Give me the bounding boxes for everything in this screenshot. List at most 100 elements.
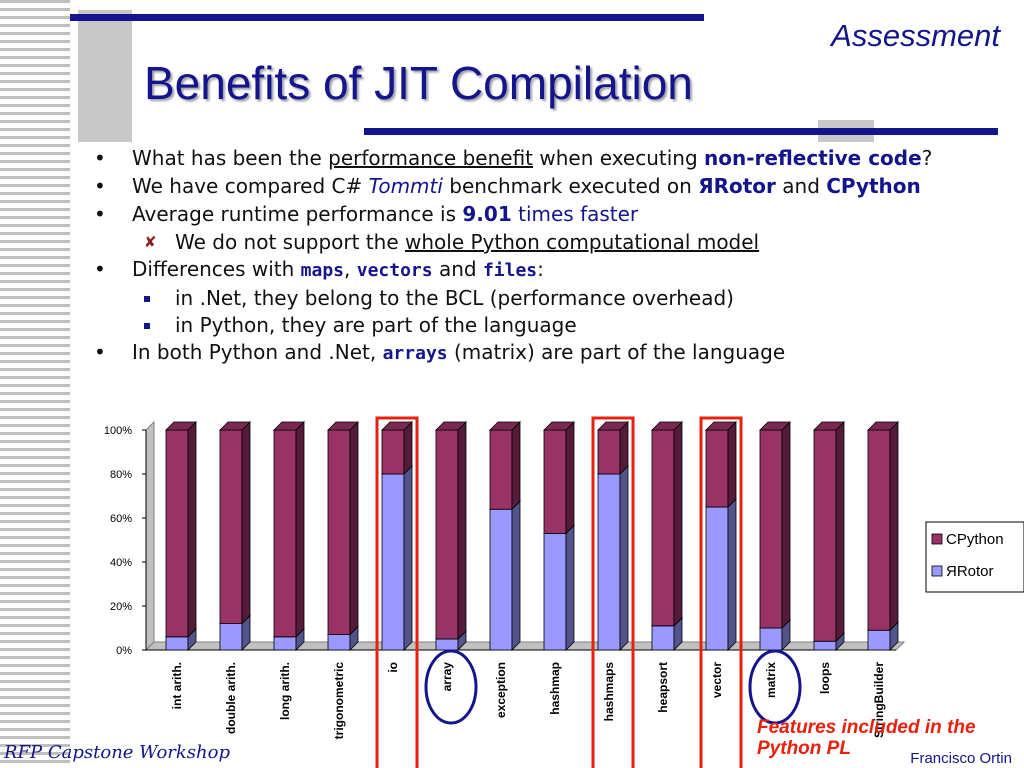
y-tick-label: 100% (104, 425, 132, 437)
square-bullet-icon (144, 296, 150, 302)
bullet-text: In both Python and .Net, (132, 340, 383, 364)
bar-cpython-side (727, 421, 737, 508)
bullet-text: when executing (533, 146, 705, 170)
bar-cpython-side (295, 421, 305, 638)
bullet-text: in .Net, they belong to the BCL (perform… (175, 286, 734, 310)
bar-rotor (813, 640, 837, 651)
chart-floor (144, 641, 906, 651)
legend-label: ЯRotor (946, 563, 994, 580)
slide-title: Benefits of JIT Compilation (144, 57, 693, 109)
bar-cpython-side (619, 421, 629, 475)
bar-rotor (597, 473, 621, 651)
bar-cpython-top (759, 421, 791, 431)
bullet-arrays: • In both Python and .Net, arrays (matri… (92, 340, 992, 366)
legend-label: CPython (946, 531, 1004, 548)
bar-cpython-side (781, 421, 791, 629)
bar-cpython (813, 429, 837, 642)
bullet-text: benchmark executed on (442, 174, 699, 198)
bullet-underlined-text: performance benefit (328, 146, 534, 170)
bar-cpython (219, 429, 243, 625)
features-annotation: Features included in the Python PL (757, 717, 976, 759)
bar-cpython-side (889, 421, 899, 632)
bar-rotor (651, 625, 675, 651)
highlight-box (375, 416, 419, 768)
bar-cpython-top (435, 421, 467, 431)
bullet-text: ? (921, 146, 933, 170)
bar-rotor (273, 636, 297, 651)
bullet-text: and (775, 174, 827, 198)
x-category-label: loops (818, 662, 832, 694)
bar-cpython (435, 429, 459, 640)
bullet-emphasis: ЯRotor (698, 174, 776, 198)
bullet-dot-icon: • (94, 202, 106, 226)
x-category-label: exception (494, 662, 508, 718)
bar-cpython (759, 429, 783, 629)
bullet-dot-icon: • (94, 174, 106, 198)
bar-cpython (381, 429, 405, 475)
bar-cpython-top (165, 421, 197, 431)
bar-cpython-top (651, 421, 683, 431)
bar-cpython-side (511, 421, 521, 511)
x-category-label: StringBuilder (872, 662, 886, 738)
legend-swatch (931, 533, 943, 545)
bullet-text: and (432, 257, 483, 281)
y-tick-label: 40% (110, 557, 132, 569)
bar-rotor-side (619, 465, 629, 651)
bullet-text: Average runtime performance is (132, 202, 463, 226)
bullet-text: We do not support the (175, 230, 405, 254)
bar-cpython-top (705, 421, 737, 431)
bar-cpython (273, 429, 297, 638)
x-category-label: long arith. (278, 662, 292, 720)
bar-cpython (651, 429, 675, 627)
subbullet-dotnet: in .Net, they belong to the BCL (perform… (92, 286, 992, 311)
bar-cpython-top (543, 421, 575, 431)
decorative-line-bottom (364, 128, 998, 135)
bar-rotor (705, 506, 729, 651)
bullet-code: arrays (382, 343, 448, 364)
chart-side-wall (145, 420, 155, 652)
bar-rotor (489, 508, 513, 651)
bar-cpython-top (327, 421, 359, 431)
bar-cpython-top (381, 421, 413, 431)
bullet-code: vectors (356, 260, 433, 281)
x-category-label: hashmap (548, 662, 562, 715)
bar-cpython-top (597, 421, 629, 431)
subbullet-python: in Python, they are part of the language (92, 313, 992, 338)
legend-swatch (931, 565, 943, 577)
bullet-text: : (537, 257, 544, 281)
x-category-label: hashmaps (602, 662, 616, 722)
bar-rotor-side (403, 465, 413, 651)
bullet-blue-text: times faster (511, 202, 639, 226)
bar-cpython-top (489, 421, 521, 431)
bar-cpython-top (867, 421, 899, 431)
section-title: Assessment (831, 18, 1000, 53)
highlight-circle (748, 649, 802, 725)
x-category-label: heapsort (656, 662, 670, 713)
decorative-line-top (70, 14, 704, 21)
bullet-dot-icon: • (94, 146, 106, 170)
cross-icon: ✘ (144, 233, 157, 251)
bar-cpython-side (187, 421, 197, 638)
bullet-compared: • We have compared C# Tommti benchmark e… (92, 174, 992, 199)
y-tick-label: 20% (110, 601, 132, 613)
bullet-text: Differences with (132, 257, 301, 281)
y-tick-label: 80% (110, 469, 132, 481)
bar-cpython-top (273, 421, 305, 431)
bullet-underlined-text: whole Python computational model (405, 230, 760, 254)
bar-rotor (381, 473, 405, 651)
footer-author: Francisco Ortin (910, 750, 1012, 767)
bar-cpython-side (673, 421, 683, 627)
bar-cpython (597, 429, 621, 475)
bar-rotor-side (727, 498, 737, 651)
footer-workshop: RFP Capstone Workshop (4, 742, 230, 763)
bullet-text: in Python, they are part of the language (175, 313, 577, 337)
bar-cpython (489, 429, 513, 510)
x-category-label: vector (710, 662, 724, 698)
bar-cpython-side (349, 421, 359, 636)
decorative-stripes (0, 0, 70, 768)
bar-cpython-top (219, 421, 251, 431)
bar-cpython-top (813, 421, 845, 431)
bar-rotor (165, 636, 189, 651)
x-category-label: int arith. (170, 662, 184, 709)
